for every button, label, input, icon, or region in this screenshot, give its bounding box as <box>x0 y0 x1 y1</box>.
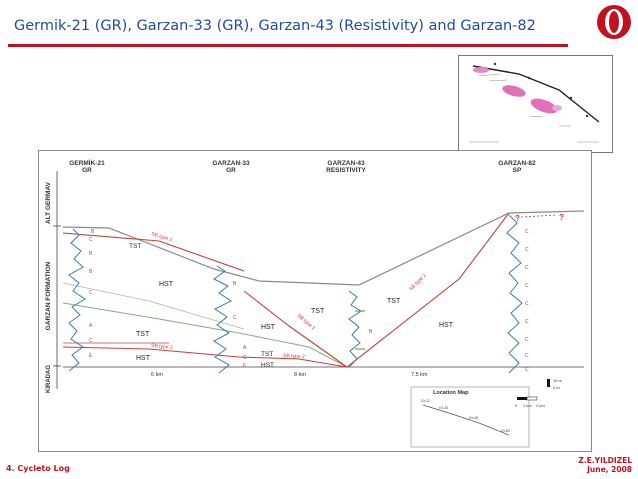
facies-c-14: C <box>525 367 529 373</box>
tract-tst-4: TST <box>311 308 325 315</box>
facies-c-6: C <box>525 229 529 235</box>
scale-h-0: 0 <box>515 403 518 408</box>
facies-c-4: C <box>233 315 237 321</box>
facies-b-5: B <box>369 329 373 335</box>
tract-tst-2: TST <box>136 331 150 338</box>
distance-1: 6 km <box>151 372 163 378</box>
facies-c-12: C <box>525 337 529 343</box>
distance-2: 8 km <box>294 372 306 378</box>
title-divider <box>8 44 568 47</box>
tract-hst-1: HST <box>159 281 174 288</box>
footer-section-label: 4. Cycleto Log <box>6 464 70 473</box>
facies-c-10: C <box>525 301 529 307</box>
facies-b-2: B <box>89 251 93 257</box>
facies-a-1: A <box>89 323 93 329</box>
horizontal-scale-bar <box>517 397 527 400</box>
tract-hst-3: HST <box>261 324 276 331</box>
field-outline-3 <box>530 98 558 114</box>
facies-c-11: C <box>525 319 529 325</box>
green-surface-1 <box>62 302 348 368</box>
slide-title: Germik-21 (GR), Garzan-33 (GR), Garzan-4… <box>14 18 536 34</box>
tract-hst-5: HST <box>439 322 454 329</box>
scale-h-1: 1 km <box>523 403 532 408</box>
well-log-4: SP <box>513 167 522 174</box>
log-curve-1 <box>68 228 86 372</box>
scale-zero: 0 m <box>553 385 560 390</box>
facies-c-8: C <box>525 265 529 271</box>
facies-b-1: B <box>91 229 95 235</box>
well-name-2: GARZAN-33 <box>212 160 250 167</box>
sb-line-4 <box>62 346 348 368</box>
sb-label-4: SB type 2 <box>151 343 173 351</box>
well-name-1: GERMİK-21 <box>69 159 105 167</box>
formation-upper: ALT GERMAV <box>45 181 52 224</box>
footer-author: Z.E.YILDIZEL <box>578 456 632 465</box>
sb-line-1 <box>62 232 245 272</box>
log-curve-3 <box>348 290 362 368</box>
facies-c-1: C <box>89 237 93 243</box>
loc-label-1: Gr-21 <box>421 399 430 403</box>
location-map-frame <box>410 386 530 448</box>
footer-credit: Z.E.YILDIZEL June, 2008 <box>578 456 632 474</box>
well-name-3: GARZAN-43 <box>327 160 365 167</box>
location-map-title: Location Map <box>433 390 469 396</box>
tract-tst-3: TST <box>261 351 273 358</box>
formation-lower: KIRADAG <box>46 365 52 393</box>
well-log-2: GR <box>226 167 236 174</box>
facies-c-9: C <box>525 283 529 289</box>
vertical-scale-bar <box>547 379 550 387</box>
well-name-4: GARZAN-82 <box>498 160 536 167</box>
field-outline-2 <box>502 85 526 97</box>
sb-line-2 <box>243 290 348 368</box>
field-outline-1 <box>473 67 489 73</box>
facies-b-3: B <box>89 269 93 275</box>
facies-a-2: A <box>243 345 247 351</box>
facies-c-2: C <box>89 290 93 296</box>
facies-c-3: C <box>89 338 93 344</box>
loc-label-2: Gr-33 <box>439 406 448 410</box>
distance-3: 7.5 km <box>411 372 428 378</box>
well-log-1: GR <box>82 167 92 174</box>
tract-hst-2: HST <box>136 355 151 362</box>
question-mark-2: ? <box>559 213 564 222</box>
log-curve-2 <box>213 265 232 374</box>
formation-middle: GARZAN FORMATION <box>45 261 52 330</box>
facies-e-2: E <box>243 363 247 369</box>
inset-location-map <box>458 55 613 153</box>
facies-e-1: E <box>89 353 93 359</box>
well-log-3: RESISTIVITY <box>326 167 366 174</box>
scale-h-2: 2 km <box>536 403 545 408</box>
green-surface-2 <box>62 282 245 330</box>
question-mark-1: ? <box>515 214 520 223</box>
sb-line-3 <box>346 212 510 368</box>
loc-label-3: Gr-43 <box>469 416 478 420</box>
university-logo-icon <box>597 5 631 39</box>
log-curve-4 <box>506 214 523 374</box>
facies-c-13: C <box>525 353 529 359</box>
cross-section-diagram: GERMİK-21 GR GARZAN-33 GR GARZAN-43 RESI… <box>38 150 592 452</box>
loc-label-4: Gr-82 <box>501 429 510 433</box>
footer-date: June, 2008 <box>587 465 632 474</box>
facies-b-4: B <box>233 281 237 287</box>
tract-hst-4: HST <box>261 362 274 369</box>
sb-label-5: SB type 2 <box>283 353 305 360</box>
facies-c-5: C <box>243 355 247 361</box>
facies-c-7: C <box>525 247 529 253</box>
tract-tst-5: TST <box>387 298 401 305</box>
tract-tst-1: TST <box>129 243 141 250</box>
scale-vertical: 10 m <box>553 378 563 383</box>
